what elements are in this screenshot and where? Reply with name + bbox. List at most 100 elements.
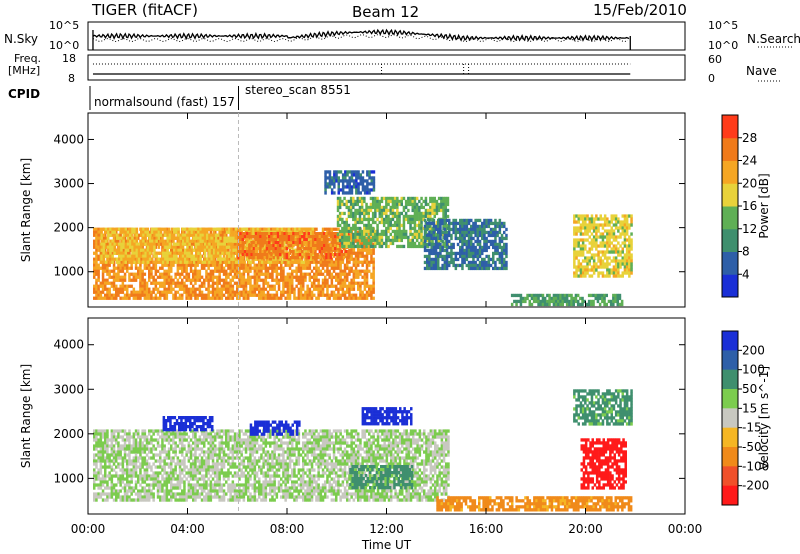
power-panel-cell xyxy=(246,238,249,242)
power-panel-cell xyxy=(99,251,103,255)
power-panel-cell xyxy=(214,236,218,240)
power-panel-cell xyxy=(271,293,274,297)
power-panel-cell xyxy=(332,266,336,270)
power-panel-cell xyxy=(128,236,131,240)
power-panel-cell xyxy=(262,266,265,270)
power-panel-cell xyxy=(230,245,233,249)
power-panel-cell xyxy=(426,260,429,265)
power-panel-cell xyxy=(335,287,338,291)
power-panel-cell xyxy=(500,251,504,256)
power-panel-cell xyxy=(400,244,403,249)
power-panel-cell xyxy=(393,196,397,201)
power-panel-cell xyxy=(418,208,421,213)
power-panel-cell xyxy=(243,232,247,236)
power-panel-cell xyxy=(97,230,100,234)
power-panel-cell xyxy=(257,241,260,245)
power-panel-cell xyxy=(434,248,438,253)
power-panel-cell xyxy=(181,242,185,246)
power-panel-cell xyxy=(184,236,187,240)
power-panel-cell xyxy=(309,227,312,231)
power-panel-cell xyxy=(443,263,447,268)
power-panel-cell xyxy=(97,227,100,231)
power-panel-cell xyxy=(590,268,594,272)
power-panel-cell xyxy=(188,230,191,234)
power-panel-cell xyxy=(214,260,217,264)
power-panel-cell xyxy=(165,227,169,231)
power-panel-cell xyxy=(341,278,345,282)
power-panel-cell xyxy=(444,244,447,249)
power-panel-cell xyxy=(140,242,143,246)
power-panel-cell xyxy=(352,272,356,276)
power-panel-cell xyxy=(229,290,232,294)
power-panel-cell xyxy=(577,214,580,218)
power-panel-cell xyxy=(207,266,210,270)
power-panel-cell xyxy=(281,241,284,245)
power-panel-cell xyxy=(227,296,230,300)
power-panel-cell xyxy=(295,284,298,288)
power-panel-cell xyxy=(612,256,616,260)
power-panel-cell xyxy=(320,244,324,248)
sky-panel-frame xyxy=(87,21,686,51)
power-panel-cell xyxy=(139,251,142,255)
power-panel-cell xyxy=(164,227,167,231)
power-panel-cell xyxy=(121,290,125,294)
power-panel-cell xyxy=(337,272,340,276)
power-panel-cell xyxy=(242,272,246,276)
power-panel-cell xyxy=(181,257,185,261)
power-panel-cell xyxy=(306,290,309,294)
power-panel-cell xyxy=(178,287,182,291)
power-panel-cell xyxy=(244,287,248,291)
power-panel-cell xyxy=(463,221,466,226)
power-panel-cell xyxy=(259,244,262,248)
power-panel-cell xyxy=(313,272,316,276)
power-panel-cell xyxy=(467,236,471,241)
power-panel-cell xyxy=(352,196,355,201)
power-panel-cell xyxy=(148,251,152,255)
power-panel-cell xyxy=(288,227,292,231)
power-panel-cell xyxy=(454,227,458,232)
power-panel-cell xyxy=(194,263,197,267)
power-panel-cell xyxy=(369,202,373,207)
power-panel-cell xyxy=(378,214,381,219)
power-panel-cell xyxy=(398,211,401,216)
power-panel-cell xyxy=(115,287,118,291)
power-panel-cell xyxy=(150,269,153,273)
power-panel-cell xyxy=(134,278,138,282)
power-panel-cell xyxy=(313,227,316,231)
power-panel-cell xyxy=(231,251,235,255)
power-panel-cell xyxy=(148,236,152,240)
power-panel-cell xyxy=(350,296,353,300)
power-panel-cell xyxy=(139,272,142,276)
power-panel-cell xyxy=(450,236,453,241)
power-panel-cell xyxy=(229,287,232,291)
power-panel-cell xyxy=(208,254,211,258)
power-panel-cell xyxy=(99,284,103,288)
power-panel-cell xyxy=(339,275,342,279)
power-panel-cell xyxy=(452,218,455,223)
power-panel-cell xyxy=(369,244,373,249)
power-panel-cell xyxy=(367,211,370,216)
power-panel-cell xyxy=(148,248,152,252)
power-panel-cell xyxy=(420,241,423,246)
power-panel-cell xyxy=(337,278,340,282)
power-panel-cell xyxy=(573,256,576,260)
power-panel-cell xyxy=(597,259,600,263)
power-panel-cell xyxy=(113,257,117,261)
power-panel-cell xyxy=(467,242,471,247)
power-panel-cell xyxy=(223,251,227,255)
power-panel-cell xyxy=(287,260,290,264)
power-panel-cell xyxy=(441,263,444,268)
power-panel-cell xyxy=(263,250,267,254)
power-panel-cell xyxy=(372,272,375,276)
power-panel-cell xyxy=(309,235,313,239)
power-panel-cell xyxy=(365,269,369,273)
power-panel-cell xyxy=(371,235,375,240)
power-panel-cell xyxy=(216,266,219,270)
power-panel-cell xyxy=(126,242,130,246)
power-panel-cell xyxy=(590,226,594,230)
power-panel-cell xyxy=(139,290,142,294)
power-panel-cell xyxy=(104,248,107,252)
power-panel-cell xyxy=(385,202,388,207)
power-panel-cell xyxy=(437,245,440,250)
power-panel-cell xyxy=(206,227,209,231)
